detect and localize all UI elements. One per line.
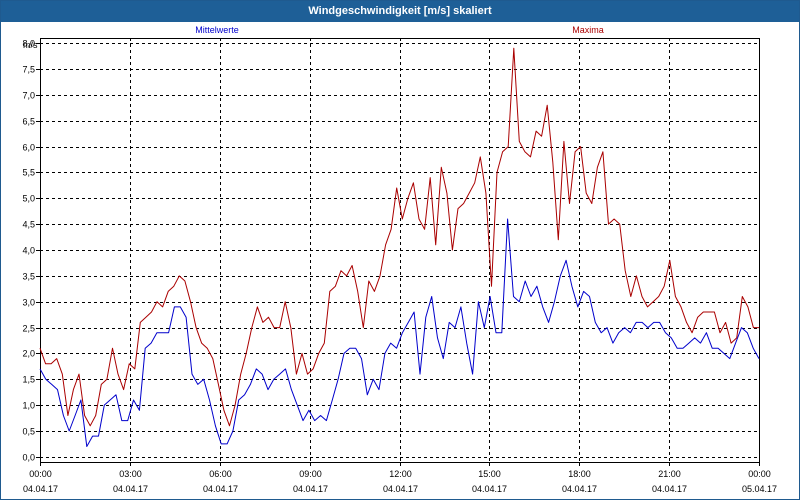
y-tick-label: 8,0 bbox=[22, 39, 35, 49]
y-tick-label: 5,5 bbox=[22, 168, 35, 178]
y-tick-label: 7,5 bbox=[22, 65, 35, 75]
y-tick-label: 0,5 bbox=[22, 427, 35, 437]
x-tick-date: 04.04.17 bbox=[383, 484, 418, 494]
y-tick-label: 6,0 bbox=[22, 143, 35, 153]
x-tick-time: 09:00 bbox=[299, 469, 322, 479]
x-tick-labels: 00:00 04.04.17 03:00 04.04.17 06:00 04.04.17 0… bbox=[23, 469, 777, 494]
y-tick-label: 1,0 bbox=[22, 401, 35, 411]
x-tick-date: 04.04.17 bbox=[652, 484, 687, 494]
y-tick-label: 4,5 bbox=[22, 220, 35, 230]
y-tick-labels: 0,0 0,5 1,0 1,5 2,0 2,5 3,0 3,5 4,0 4,5 5,0 5,5 6,0 6… bbox=[22, 39, 35, 463]
x-tick-time: 00:00 bbox=[29, 469, 52, 479]
y-tick-label: 0,0 bbox=[22, 453, 35, 463]
plot-frame bbox=[40, 38, 760, 463]
x-tick-time: 12:00 bbox=[389, 469, 412, 479]
x-tick-date: 04.04.17 bbox=[472, 484, 507, 494]
x-tick-time: 21:00 bbox=[658, 469, 681, 479]
series-layer bbox=[39, 47, 760, 447]
y-tick-label: 1,5 bbox=[22, 375, 35, 385]
series-line-mittelwerte bbox=[39, 218, 760, 447]
y-tick-label: 6,5 bbox=[22, 117, 35, 127]
x-tick-date: 04.04.17 bbox=[562, 484, 597, 494]
axis-layer bbox=[36, 38, 760, 466]
legend-mittelwerte: Mittelwerte bbox=[195, 25, 239, 35]
x-tick-date: 04.04.17 bbox=[113, 484, 148, 494]
x-tick-time: 18:00 bbox=[568, 469, 591, 479]
y-tick-label: 2,5 bbox=[22, 324, 35, 334]
x-tick-time: 03:00 bbox=[119, 469, 142, 479]
x-tick-date: 04.04.17 bbox=[293, 484, 328, 494]
legend-maxima: Maxima bbox=[572, 25, 604, 35]
y-tick-label: 3,5 bbox=[22, 272, 35, 282]
window-title: Windgeschwindigkeit [m/s] skaliert bbox=[1, 1, 799, 22]
x-tick-time: 06:00 bbox=[209, 469, 232, 479]
y-tick-label: 7,0 bbox=[22, 91, 35, 101]
x-tick-date: 04.04.17 bbox=[203, 484, 238, 494]
x-tick-time: 00:00 bbox=[748, 469, 771, 479]
y-tick-label: 3,0 bbox=[22, 298, 35, 308]
series-line-maxima bbox=[39, 47, 759, 427]
x-tick-date: 04.04.17 bbox=[23, 484, 58, 494]
y-tick-label: 2,0 bbox=[22, 349, 35, 359]
grid-layer bbox=[40, 38, 759, 462]
y-axis-label: m/s bbox=[23, 40, 38, 50]
y-tick-label: 5,0 bbox=[22, 194, 35, 204]
x-tick-time: 15:00 bbox=[478, 469, 501, 479]
y-tick-label: 4,0 bbox=[22, 246, 35, 256]
x-tick-date: 05.04.17 bbox=[742, 484, 777, 494]
